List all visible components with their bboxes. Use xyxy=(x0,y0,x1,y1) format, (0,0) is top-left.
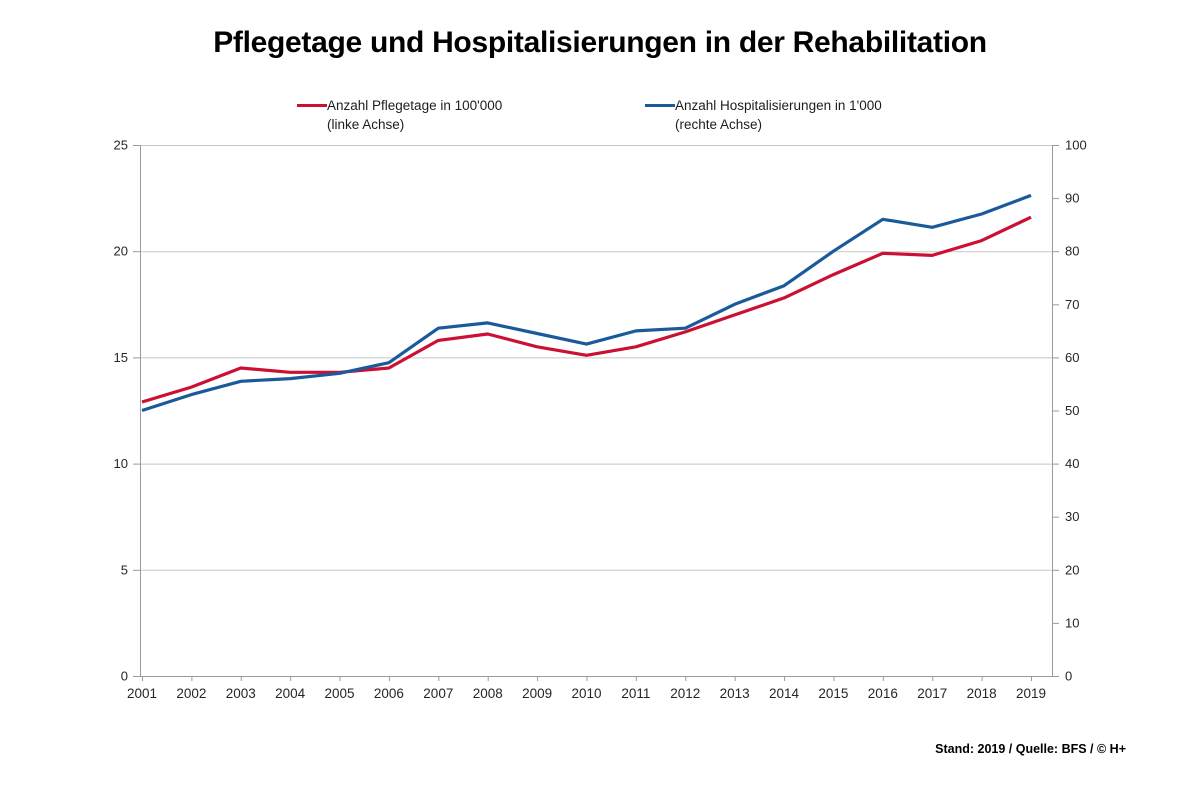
right-axis-label-10: 10 xyxy=(1065,615,1079,630)
x-axis-label-2002: 2002 xyxy=(176,686,206,701)
legend-label-line1: Anzahl Pflegetage in 100'000 xyxy=(327,98,503,113)
right-axis-label-30: 30 xyxy=(1065,509,1079,524)
left-axis-label-15: 15 xyxy=(114,350,128,365)
right-axis-label-60: 60 xyxy=(1065,350,1079,365)
x-axis-label-2006: 2006 xyxy=(374,686,404,701)
left-axis-label-20: 20 xyxy=(114,244,128,259)
x-axis-label-2008: 2008 xyxy=(473,686,503,701)
x-axis-label-2014: 2014 xyxy=(769,686,800,701)
x-axis-label-2004: 2004 xyxy=(275,686,306,701)
right-axis-label-90: 90 xyxy=(1065,191,1079,206)
right-axis-label-80: 80 xyxy=(1065,244,1079,259)
legend-item-hospitalisierungen: Anzahl Hospitalisierungen in 1'000 (rech… xyxy=(645,96,882,134)
legend-item-pflegetage: Anzahl Pflegetage in 100'000 (linke Achs… xyxy=(297,96,502,134)
x-axis-label-2012: 2012 xyxy=(670,686,700,701)
right-axis-label-20: 20 xyxy=(1065,562,1079,577)
right-axis-label-0: 0 xyxy=(1065,669,1072,684)
x-axis-label-2010: 2010 xyxy=(571,686,601,701)
red-line-swatch-icon xyxy=(297,104,327,107)
x-axis-label-2005: 2005 xyxy=(325,686,355,701)
legend-label-line1: Anzahl Hospitalisierungen in 1'000 xyxy=(675,98,882,113)
x-axis-label-2015: 2015 xyxy=(818,686,848,701)
left-axis-label-0: 0 xyxy=(121,669,128,684)
series-line-pflegetage xyxy=(141,215,1032,404)
chart-title: Pflegetage und Hospitalisierungen in der… xyxy=(213,26,987,59)
x-axis-label-2003: 2003 xyxy=(226,686,256,701)
legend-label: Anzahl Hospitalisierungen in 1'000 (rech… xyxy=(675,96,882,134)
x-axis-label-2001: 2001 xyxy=(127,686,157,701)
right-axis-label-70: 70 xyxy=(1065,297,1079,312)
x-axis-label-2007: 2007 xyxy=(423,686,453,701)
right-axis-label-100: 100 xyxy=(1065,138,1087,153)
left-axis-label-25: 25 xyxy=(114,138,128,153)
x-axis-label-2017: 2017 xyxy=(917,686,947,701)
source-note: Stand: 2019 / Quelle: BFS / © H+ xyxy=(935,742,1126,756)
right-axis-label-50: 50 xyxy=(1065,403,1079,418)
blue-line-swatch-icon xyxy=(645,104,675,107)
legend-label-line2: (linke Achse) xyxy=(327,117,405,132)
left-axis-label-10: 10 xyxy=(114,456,128,471)
x-axis-label-2011: 2011 xyxy=(621,686,650,701)
x-axis-label-2019: 2019 xyxy=(1016,686,1046,701)
x-axis-label-2018: 2018 xyxy=(967,686,997,701)
x-axis-label-2016: 2016 xyxy=(868,686,898,701)
right-axis-label-40: 40 xyxy=(1065,456,1079,471)
left-axis-label-5: 5 xyxy=(121,562,128,577)
legend-label-line2: (rechte Achse) xyxy=(675,117,763,132)
series-line-hospitalisierungen xyxy=(141,193,1032,413)
x-axis-label-2013: 2013 xyxy=(720,686,750,701)
x-axis-label-2009: 2009 xyxy=(522,686,552,701)
legend-label: Anzahl Pflegetage in 100'000 (linke Achs… xyxy=(327,96,502,134)
